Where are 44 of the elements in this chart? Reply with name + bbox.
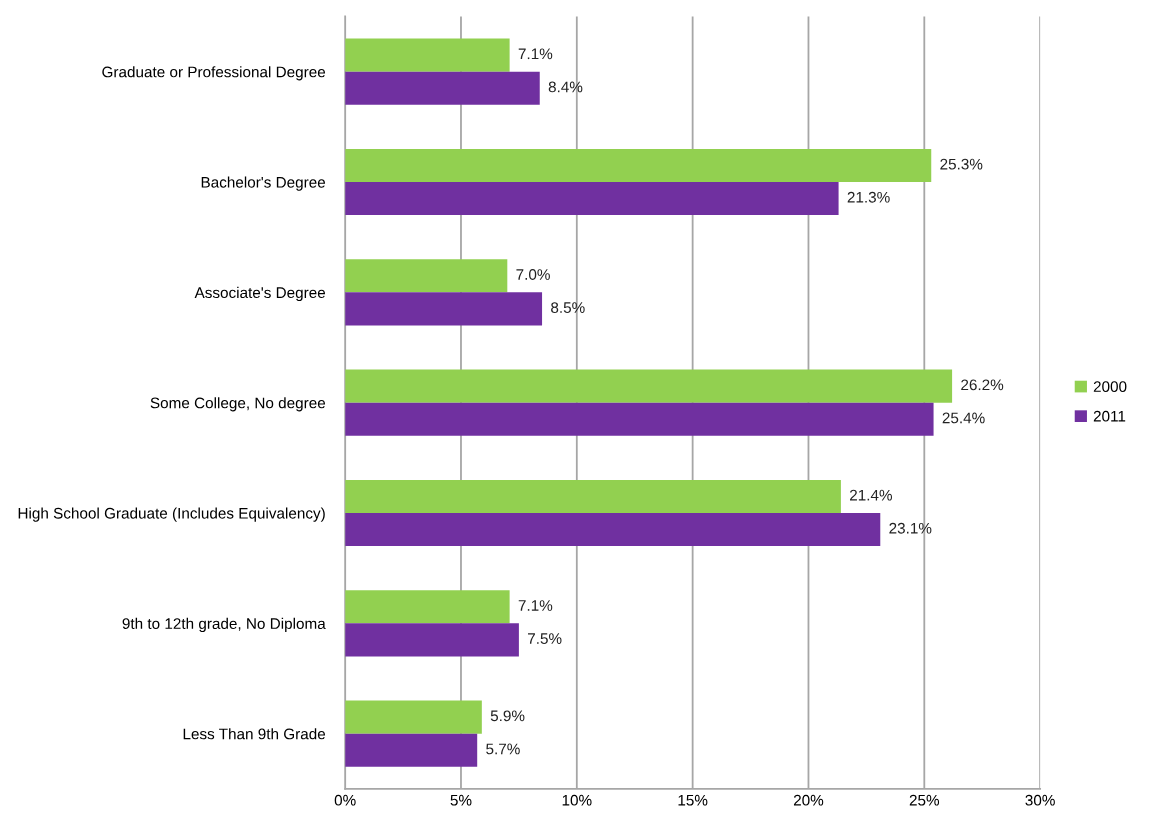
bar (345, 259, 508, 293)
x-tick-label: 10% (562, 794, 592, 806)
data-label: 7.5% (528, 633, 562, 644)
data-label: 21.3% (847, 191, 890, 203)
y-tick-label: Less Than 9th Grade (183, 728, 326, 740)
data-label: 7.0% (516, 269, 550, 280)
data-label: 7.1% (518, 600, 553, 611)
bar (345, 590, 510, 624)
x-tick-label: 20% (793, 794, 824, 806)
data-label: 26.2% (961, 379, 1004, 391)
data-label: 25.4% (942, 412, 985, 424)
x-tick-label: 0% (334, 794, 356, 806)
data-label: 8.4% (548, 81, 583, 93)
bar (345, 700, 482, 734)
bar (345, 38, 510, 72)
legend-label: 2011 (1093, 410, 1126, 422)
y-tick-label: Some College, No degree (150, 397, 326, 412)
data-label: 7.1% (518, 48, 553, 60)
bar (345, 623, 519, 657)
x-tick-label: 5% (450, 794, 472, 806)
bar (345, 292, 543, 326)
x-tick-label: 15% (678, 794, 708, 806)
data-label: 23.1% (889, 522, 932, 534)
y-tick-label: Graduate or Professional Degree (102, 66, 326, 81)
bar (345, 71, 540, 105)
bar (345, 733, 478, 767)
bar (345, 513, 881, 547)
data-label: 5.7% (486, 743, 520, 755)
data-label: 8.5% (551, 302, 585, 313)
bar (345, 402, 934, 436)
y-tick-label: High School Graduate (Includes Equivalency) (18, 507, 325, 522)
data-label: 5.9% (490, 710, 525, 722)
y-tick-label: 9th to 12th grade, No Diploma (122, 617, 326, 633)
y-tick-label: Bachelor's Degree (201, 176, 326, 191)
bar (345, 148, 932, 183)
x-tick-label: 30% (1025, 794, 1055, 806)
bar (345, 182, 839, 216)
bar (345, 369, 953, 403)
data-label: 25.3% (940, 158, 983, 170)
legend-label: 2000 (1093, 381, 1127, 393)
y-tick-label: Associate's Degree (194, 286, 326, 302)
data-label: 21.4% (850, 489, 893, 501)
bar (345, 479, 841, 514)
x-tick-label: 25% (909, 794, 940, 806)
